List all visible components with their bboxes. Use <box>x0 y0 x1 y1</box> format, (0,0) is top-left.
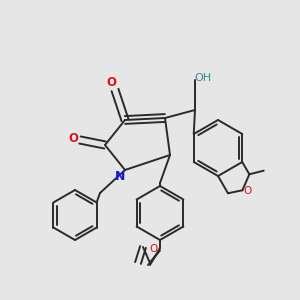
Text: OH: OH <box>194 73 211 82</box>
Text: N: N <box>115 170 126 183</box>
Text: O: O <box>106 76 116 89</box>
Text: O: O <box>244 186 252 196</box>
Text: O: O <box>150 244 158 254</box>
Text: O: O <box>68 132 78 145</box>
